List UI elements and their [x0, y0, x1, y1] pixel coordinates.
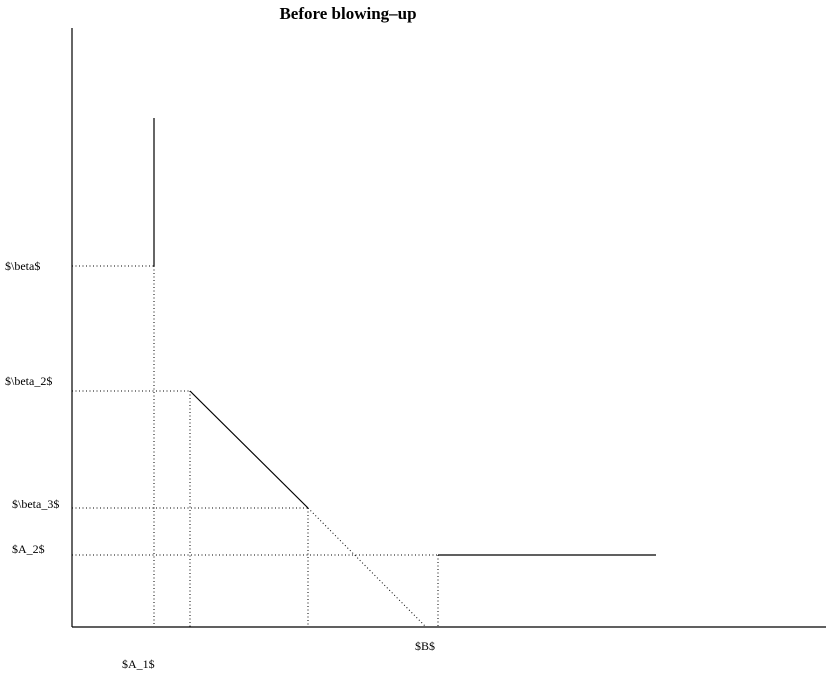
label-beta-2: $\beta_2$: [5, 374, 52, 388]
label-b: $B$: [415, 639, 435, 653]
diagram-title: Before blowing–up: [279, 4, 416, 23]
label-beta-3: $\beta_3$: [12, 497, 59, 511]
slope-extension-dotted: [307, 507, 427, 628]
label-a-1: $A_1$: [122, 657, 155, 671]
label-a-2: $A_2$: [12, 542, 45, 556]
sloped-segment: [189, 390, 309, 509]
label-beta: $\beta$: [5, 259, 40, 273]
